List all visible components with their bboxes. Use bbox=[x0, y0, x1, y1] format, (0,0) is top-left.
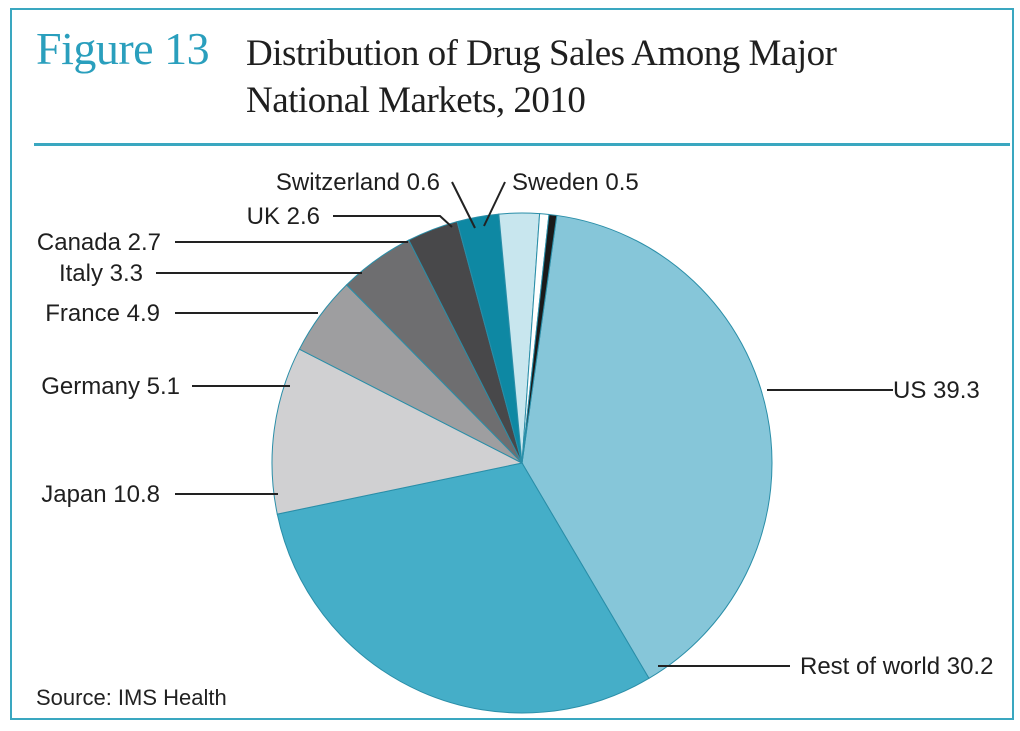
slice-label-japan: Japan 10.8 bbox=[41, 481, 160, 508]
title-divider bbox=[34, 143, 1010, 146]
leader-line-uk bbox=[333, 215, 453, 228]
slice-label-sweden: Sweden 0.5 bbox=[512, 169, 639, 196]
source-note: Source: IMS Health bbox=[36, 685, 227, 710]
leader-lines bbox=[156, 181, 893, 667]
chart-title: Distribution of Drug Sales Among Major N… bbox=[246, 30, 946, 124]
slice-label-france: France 4.9 bbox=[45, 300, 160, 327]
slice-label-canada: Canada 2.7 bbox=[37, 229, 161, 256]
leader-line-sweden bbox=[483, 181, 506, 227]
leader-line-switzerland bbox=[451, 181, 476, 229]
pie-slice-japan bbox=[271, 348, 524, 515]
chart-title-line-1: Distribution of Drug Sales Among Major bbox=[246, 33, 837, 74]
pie-slice-us bbox=[521, 214, 773, 680]
chart-title-line-2: National Markets, 2010 bbox=[246, 80, 586, 121]
slice-labels: US 39.3 Rest of world 30.2 Japan 10.8 Germa… bbox=[37, 169, 994, 680]
figure-number: Figure 13 bbox=[36, 23, 210, 74]
slice-label-italy: Italy 3.3 bbox=[59, 260, 143, 287]
pie-slice-sweden bbox=[521, 213, 558, 464]
slice-label-rest-of-world: Rest of world 30.2 bbox=[800, 653, 993, 680]
pie-slices bbox=[271, 212, 773, 714]
slice-label-us: US 39.3 bbox=[893, 377, 980, 404]
slice-label-uk: UK 2.6 bbox=[247, 203, 320, 230]
slice-label-germany: Germany 5.1 bbox=[41, 373, 180, 400]
slice-label-switzerland: Switzerland 0.6 bbox=[276, 169, 440, 196]
pie-slice-rest-of-world bbox=[276, 462, 650, 714]
